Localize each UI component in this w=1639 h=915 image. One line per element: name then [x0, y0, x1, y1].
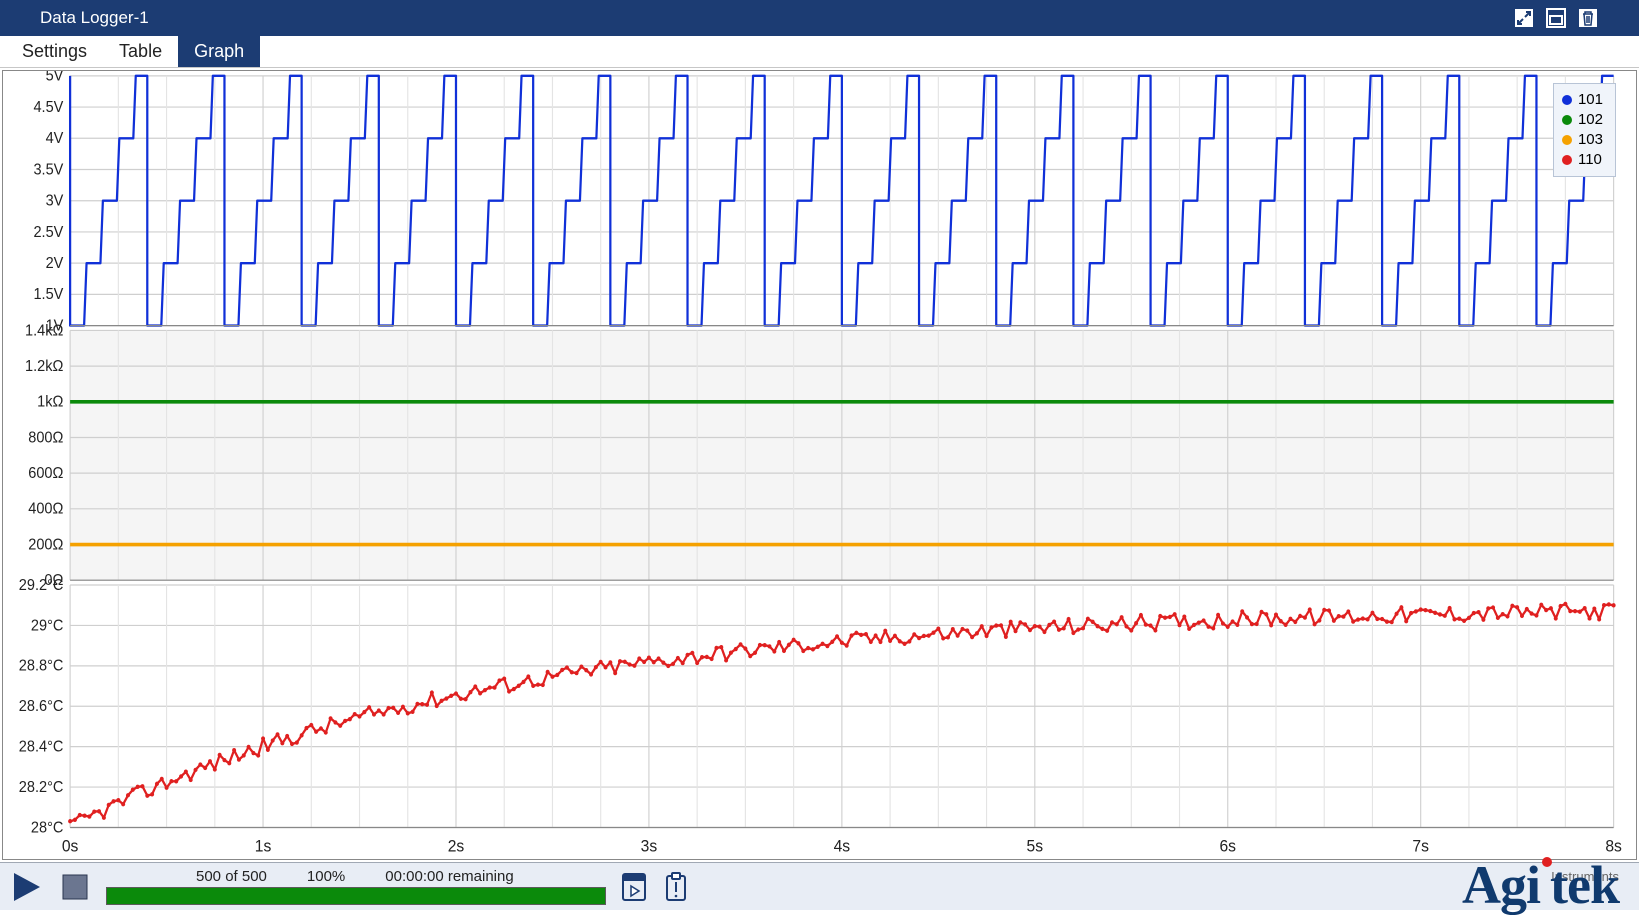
log-icon[interactable] — [620, 871, 648, 903]
svg-text:800Ω: 800Ω — [28, 429, 63, 447]
stop-button[interactable] — [58, 870, 92, 904]
svg-text:400Ω: 400Ω — [28, 500, 63, 518]
trash-icon[interactable] — [1577, 7, 1599, 29]
legend-item: 103 — [1562, 130, 1603, 150]
svg-text:5s: 5s — [1027, 837, 1044, 856]
svg-text:1.5V: 1.5V — [33, 286, 64, 304]
svg-text:4.5V: 4.5V — [33, 98, 64, 116]
svg-text:28.4°C: 28.4°C — [19, 738, 64, 756]
status-percent: 100% — [307, 868, 345, 885]
svg-text:3s: 3s — [641, 837, 658, 856]
svg-text:7s: 7s — [1412, 837, 1429, 856]
svg-text:3.5V: 3.5V — [33, 161, 64, 179]
tab-settings[interactable]: Settings — [6, 36, 103, 67]
progress-fill — [107, 888, 605, 904]
svg-text:29.2°C: 29.2°C — [19, 576, 64, 594]
svg-text:28.2°C: 28.2°C — [19, 778, 64, 796]
svg-text:6s: 6s — [1219, 837, 1236, 856]
legend-item: 102 — [1562, 110, 1603, 130]
expand-icon[interactable] — [1513, 7, 1535, 29]
svg-text:8s: 8s — [1605, 837, 1622, 856]
svg-text:3V: 3V — [46, 192, 65, 210]
svg-text:29°C: 29°C — [31, 617, 64, 635]
minmax-icon[interactable] — [1545, 7, 1567, 29]
play-button[interactable] — [10, 870, 44, 904]
svg-text:4V: 4V — [46, 130, 65, 148]
svg-text:28°C: 28°C — [31, 819, 64, 837]
brand-logo: Agitek — [1462, 858, 1619, 912]
svg-text:200Ω: 200Ω — [28, 536, 63, 554]
footer-toolbar: 500 of 500 100% 00:00:00 remaining Instr… — [0, 862, 1639, 910]
svg-text:1s: 1s — [255, 837, 272, 856]
chart-svg[interactable]: 1V1.5V2V2.5V3V3.5V4V4.5V5V0Ω200Ω400Ω600Ω… — [3, 71, 1636, 859]
tab-graph[interactable]: Graph — [178, 36, 260, 67]
svg-text:5V: 5V — [46, 71, 65, 85]
legend-item: 110 — [1562, 150, 1603, 170]
status-remaining: 00:00:00 remaining — [385, 868, 513, 885]
svg-text:1.2kΩ: 1.2kΩ — [25, 357, 63, 375]
svg-text:4s: 4s — [834, 837, 851, 856]
status-block: 500 of 500 100% 00:00:00 remaining — [106, 868, 606, 905]
svg-text:28.8°C: 28.8°C — [19, 657, 64, 675]
status-count: 500 of 500 — [196, 868, 267, 885]
svg-text:2s: 2s — [448, 837, 465, 856]
titlebar: Data Logger-1 — [0, 0, 1639, 36]
svg-text:1.4kΩ: 1.4kΩ — [25, 322, 63, 340]
svg-text:28.6°C: 28.6°C — [19, 698, 64, 716]
window-title: Data Logger-1 — [40, 8, 149, 28]
svg-text:0s: 0s — [62, 837, 79, 856]
svg-text:600Ω: 600Ω — [28, 464, 63, 482]
tabbar: SettingsTableGraph — [0, 36, 1639, 68]
svg-text:1kΩ: 1kΩ — [37, 393, 63, 411]
svg-text:2V: 2V — [46, 254, 65, 272]
titlebar-icons — [1513, 7, 1599, 29]
clipboard-icon[interactable] — [662, 871, 690, 903]
progress-bar — [106, 887, 606, 905]
svg-text:2.5V: 2.5V — [33, 223, 64, 241]
chart-area[interactable]: 1V1.5V2V2.5V3V3.5V4V4.5V5V0Ω200Ω400Ω600Ω… — [2, 70, 1637, 860]
legend-box: 101102103110 — [1553, 83, 1616, 177]
tab-table[interactable]: Table — [103, 36, 178, 67]
legend-item: 101 — [1562, 90, 1603, 110]
